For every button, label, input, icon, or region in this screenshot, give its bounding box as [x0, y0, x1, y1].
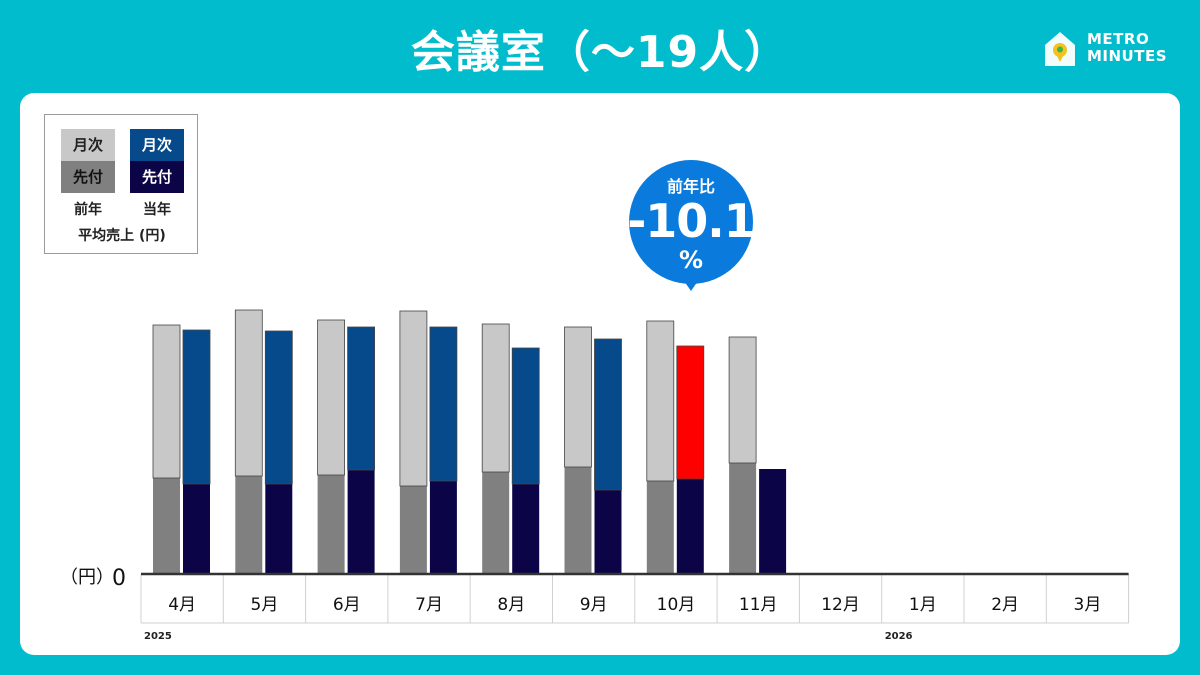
chart-legend: 月次 先付 月次 先付 前年 当年 平均売上 (円) [44, 114, 198, 254]
cur-monthly-bar [676, 345, 705, 480]
prev-advance-bar [153, 478, 180, 574]
cur-advance-bar [676, 479, 704, 574]
yoy-callout: 前年比 -10.1 % [627, 160, 756, 292]
x-tick-label: 10月 [657, 595, 696, 615]
house-pin-icon [1045, 32, 1075, 66]
logo-line-2: MINUTES [1087, 47, 1168, 65]
year-label: 2026 [885, 631, 913, 642]
prev-monthly-bar [564, 326, 592, 468]
x-tick-label: 12月 [821, 595, 860, 615]
prev-advance-bar [564, 467, 592, 574]
cur-monthly-bar [511, 347, 540, 485]
callout-value: -10.1 [627, 194, 756, 248]
x-tick-label: 9月 [580, 595, 608, 615]
prev-monthly-bar [317, 319, 346, 476]
callout-unit: % [678, 246, 704, 274]
prev-monthly-bar [481, 323, 510, 473]
logo-line-1: METRO [1087, 30, 1150, 48]
legend-prev-year-label: 前年 [74, 202, 102, 218]
x-tick-label: 4月 [168, 595, 196, 615]
cur-advance-bar [265, 484, 293, 574]
prev-monthly-bar [152, 324, 181, 479]
y-zero-label: 0 [112, 566, 126, 591]
prev-monthly-bar [399, 310, 428, 487]
prev-advance-bar [235, 476, 263, 574]
prev-advance-bar [646, 481, 674, 574]
legend-cur-year-label: 当年 [143, 202, 171, 218]
cur-monthly-bar [347, 326, 376, 471]
y-unit-label: （円） [60, 567, 114, 588]
prev-advance-bar [317, 475, 345, 574]
prev-monthly-bar [234, 309, 263, 477]
page-title: 会議室（〜19人） [410, 27, 790, 78]
prev-advance-bar [399, 486, 427, 574]
cur-monthly-bar [182, 329, 211, 485]
legend-prev-advance-swatch: 先付 [61, 161, 115, 193]
cur-advance-bar [347, 470, 375, 574]
cur-advance-bar [512, 484, 540, 574]
prev-advance-bar [482, 472, 510, 574]
cur-monthly-bar [429, 326, 458, 482]
callout-label: 前年比 [666, 177, 715, 196]
x-tick-label: 7月 [415, 595, 443, 615]
x-tick-label: 8月 [497, 595, 525, 615]
x-tick-label: 1月 [909, 595, 937, 615]
prev-monthly-bar [728, 336, 757, 464]
x-tick-label: 3月 [1074, 595, 1102, 615]
legend-prev-monthly-swatch: 月次 [61, 129, 115, 161]
cur-advance-bar [594, 490, 622, 574]
x-tick-label: 5月 [251, 595, 279, 615]
legend-cur-advance-swatch: 先付 [130, 161, 184, 193]
cur-advance-bar [759, 469, 787, 574]
brand-logo: METRO MINUTES [1042, 28, 1172, 70]
cur-advance-bar [183, 484, 210, 574]
cur-monthly-bar [264, 330, 293, 485]
x-tick-label: 11月 [739, 595, 778, 615]
x-tick-label: 6月 [333, 595, 361, 615]
callout-bubble [629, 160, 753, 291]
cur-monthly-bar [594, 338, 622, 491]
year-label: 2025 [144, 631, 172, 642]
prev-monthly-bar [646, 320, 675, 482]
cur-advance-bar [429, 481, 457, 574]
legend-cur-monthly-swatch: 月次 [130, 129, 184, 161]
legend-caption: 平均売上 (円) [78, 228, 166, 244]
prev-advance-bar [729, 463, 757, 574]
x-tick-label: 2月 [991, 595, 1019, 615]
